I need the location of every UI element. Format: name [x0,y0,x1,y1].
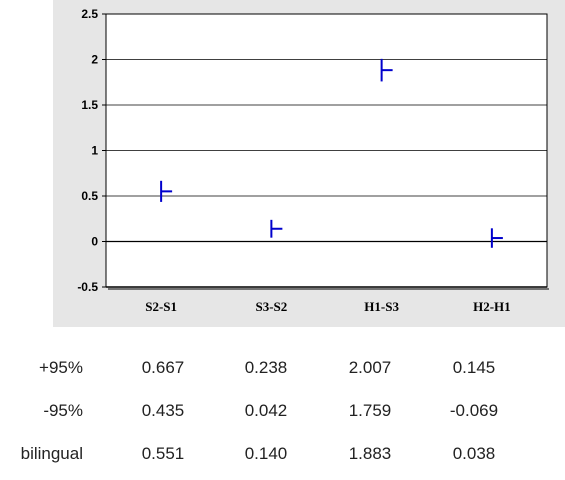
y-tick-label: 1 [91,144,98,158]
chart-panel: 2.5 2 1.5 1 0.5 0 -0.5 S2-S1 S3-S2 H1-S3 H2-H1 [53,0,565,327]
x-tick-label: H2-H1 [473,299,511,314]
y-tick-label: 0 [91,235,98,249]
table-cell: 0.145 [452,358,496,377]
table-cell: 0.551 [141,444,185,463]
row-label: bilingual [20,444,83,463]
table-cell: 0.667 [141,358,185,377]
table-cell: 0.435 [141,401,185,420]
x-tick-label: S3-S2 [255,299,287,314]
table-cell: 1.883 [348,444,392,463]
y-tick-label: 1.5 [81,98,98,112]
table-row: -95% 0.435 0.042 1.759 -0.069 [0,401,565,431]
row-label: -95% [43,401,83,420]
y-tick-label: 2.5 [81,7,98,21]
table-cell: 2.007 [348,358,392,377]
x-tick-label: H1-S3 [364,299,399,314]
row-label: +95% [39,358,83,377]
x-tick-label: S2-S1 [145,299,177,314]
table-row: +95% 0.667 0.238 2.007 0.145 [0,358,565,388]
table-cell: 0.140 [244,444,288,463]
table-cell: 1.759 [348,401,392,420]
table-cell: -0.069 [449,401,499,420]
y-tick-label: 0.5 [81,189,98,203]
y-tick-label: 2 [91,53,98,67]
table-cell: 0.238 [244,358,288,377]
y-tick-label: -0.5 [77,280,98,294]
chart-svg: 2.5 2 1.5 1 0.5 0 -0.5 S2-S1 S3-S2 H1-S3 H2-H1 [77,7,549,314]
table-row: bilingual 0.551 0.140 1.883 0.038 [0,444,565,474]
table-cell: 0.042 [244,401,288,420]
table-cell: 0.038 [452,444,496,463]
